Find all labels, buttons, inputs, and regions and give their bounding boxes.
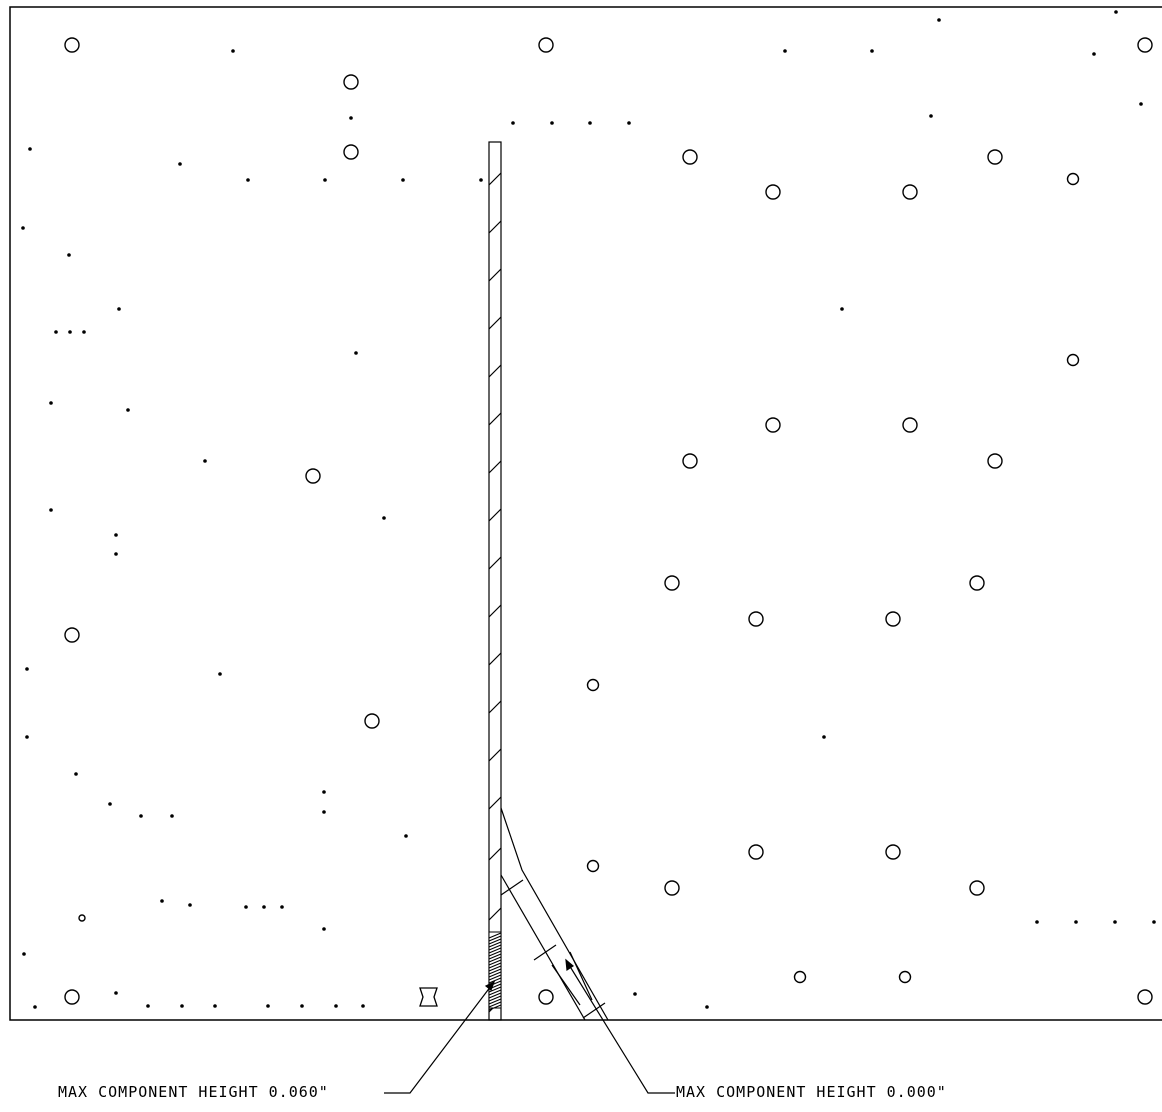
diagonal-channel <box>500 807 609 1021</box>
vias <box>21 10 1156 1009</box>
leader-lines <box>384 958 675 1094</box>
max-height-zone-left <box>488 931 502 1011</box>
max-height-label-left: MAX COMPONENT HEIGHT 0.060" <box>58 1083 329 1101</box>
strip-hatch <box>488 172 502 1013</box>
max-height-label-right: MAX COMPONENT HEIGHT 0.000" <box>676 1083 947 1101</box>
mounting-holes <box>64 37 1153 1005</box>
board-outline <box>9 6 1162 1021</box>
slot-strip <box>488 141 502 1021</box>
connector-symbol <box>419 987 438 1007</box>
